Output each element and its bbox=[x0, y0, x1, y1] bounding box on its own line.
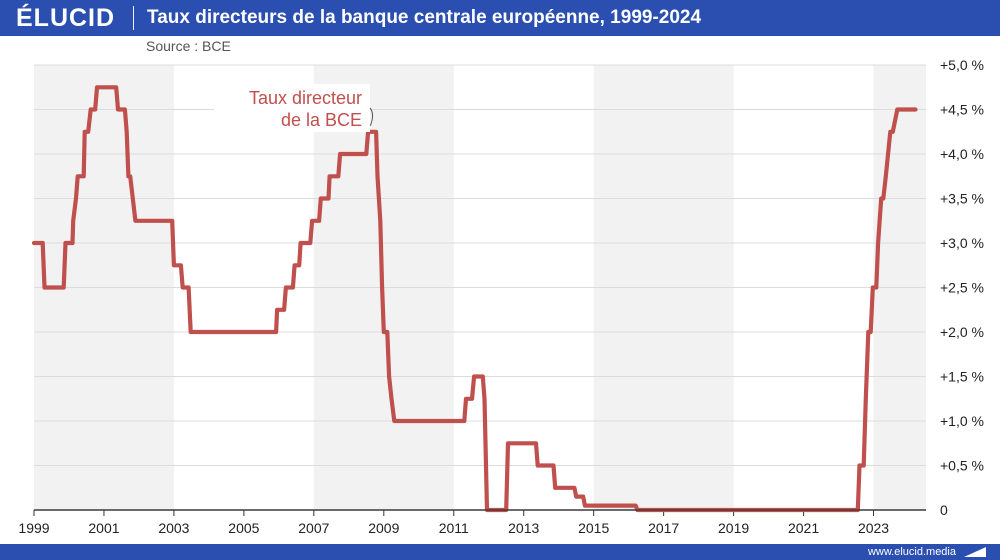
header-separator bbox=[133, 6, 134, 30]
x-tick-label: 2017 bbox=[648, 520, 679, 536]
y-tick-label: +2,0 % bbox=[940, 324, 984, 340]
x-tick-label: 2007 bbox=[298, 520, 329, 536]
x-tick-label: 2001 bbox=[88, 520, 119, 536]
x-tick-label: 2009 bbox=[368, 520, 399, 536]
x-tick-label: 2021 bbox=[788, 520, 819, 536]
x-axis-ticks: 1999 2001 2003 2005 2007 2009 2011 2013 2015 2017… bbox=[18, 510, 889, 536]
y-tick-label: +4,0 % bbox=[940, 146, 984, 162]
x-tick-label: 1999 bbox=[18, 520, 49, 536]
footer-bar: www.elucid.media bbox=[0, 544, 1000, 560]
elucid-mark-icon bbox=[964, 547, 986, 557]
y-tick-label: +5,0 % bbox=[940, 57, 984, 73]
annotation-label-line: de la BCE bbox=[281, 110, 362, 130]
y-tick-label: +0,5 % bbox=[940, 458, 984, 474]
y-tick-label: +1,5 % bbox=[940, 369, 984, 385]
elucid-logo[interactable]: ÉLUCID bbox=[16, 4, 116, 32]
x-tick-label: 2023 bbox=[858, 520, 889, 536]
x-tick-label: 2019 bbox=[718, 520, 749, 536]
x-tick-label: 2013 bbox=[508, 520, 539, 536]
annotation-label-line: Taux directeur bbox=[249, 88, 362, 108]
y-tick-label: +3,0 % bbox=[940, 235, 984, 251]
annotation-background bbox=[214, 84, 370, 132]
x-tick-label: 2011 bbox=[439, 520, 469, 536]
annotation-leader-line bbox=[369, 107, 374, 126]
x-tick-label: 2003 bbox=[158, 520, 189, 536]
y-tick-label: +1,0 % bbox=[940, 413, 984, 429]
y-tick-label: 0 bbox=[940, 502, 948, 518]
gridlines bbox=[34, 64, 926, 466]
x-tick-label: 2005 bbox=[228, 520, 259, 536]
site-url[interactable]: www.elucid.media bbox=[867, 546, 956, 558]
series-group bbox=[31, 85, 918, 513]
chart-source: Source : BCE bbox=[146, 38, 231, 54]
series-line-taux-directeur bbox=[31, 85, 918, 513]
y-tick-label: +3,5 % bbox=[940, 191, 984, 207]
x-tick-label: 2015 bbox=[578, 520, 609, 536]
y-axis-ticks: 0 +0,5 % +1,0 % +1,5 % +2,0 % +2,5 % +3,0 % +3,… bbox=[940, 57, 984, 518]
y-tick-label: +2,5 % bbox=[940, 280, 984, 296]
chart-title: Taux directeurs de la banque centrale eu… bbox=[147, 7, 702, 28]
header-bar: ÉLUCID Taux directeurs de la banque cent… bbox=[0, 0, 1000, 36]
y-tick-label: +4,5 % bbox=[940, 102, 984, 118]
line-chart: 1999 2001 2003 2005 2007 2009 2011 2013 2015 2017… bbox=[18, 57, 984, 536]
